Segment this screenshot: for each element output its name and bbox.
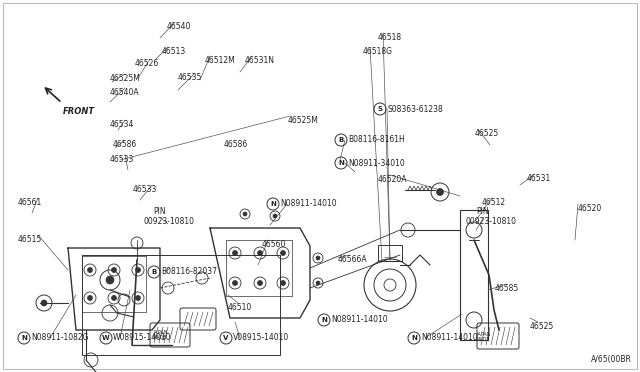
Text: 46518G: 46518G — [363, 47, 393, 56]
Text: JAPAN
MADE: JAPAN MADE — [153, 330, 167, 340]
Circle shape — [136, 267, 141, 273]
Text: N: N — [21, 335, 27, 341]
Text: JAPAN
MADE: JAPAN MADE — [476, 331, 490, 342]
Text: 46520A: 46520A — [378, 175, 408, 184]
Text: 46525: 46525 — [530, 322, 554, 331]
Text: N: N — [411, 335, 417, 341]
Text: 46531: 46531 — [527, 174, 551, 183]
Circle shape — [136, 295, 141, 301]
Circle shape — [316, 256, 320, 260]
Text: 46534: 46534 — [110, 120, 134, 129]
Circle shape — [88, 295, 93, 301]
Text: W08915-14010: W08915-14010 — [113, 334, 172, 343]
Circle shape — [280, 250, 285, 256]
Text: N08911-14010: N08911-14010 — [421, 334, 477, 343]
Text: A/65(00BR: A/65(00BR — [591, 355, 632, 364]
Text: S08363-61238: S08363-61238 — [387, 105, 443, 113]
Text: 46525M: 46525M — [110, 74, 141, 83]
Text: N: N — [338, 160, 344, 166]
Circle shape — [257, 250, 262, 256]
Circle shape — [436, 189, 444, 196]
Text: PIN: PIN — [476, 207, 488, 216]
Text: B08116-82037: B08116-82037 — [161, 267, 217, 276]
Text: 46566A: 46566A — [338, 255, 367, 264]
Text: 46513: 46513 — [162, 47, 186, 56]
Text: 46525: 46525 — [475, 129, 499, 138]
Circle shape — [88, 267, 93, 273]
Circle shape — [41, 300, 47, 306]
Text: B08116-8161H: B08116-8161H — [348, 135, 404, 144]
Text: N08911-14010: N08911-14010 — [331, 315, 388, 324]
Text: B: B — [152, 269, 157, 275]
Text: 46518: 46518 — [378, 33, 402, 42]
Text: 46535: 46535 — [178, 73, 202, 82]
Circle shape — [273, 214, 277, 218]
Text: 46512: 46512 — [482, 198, 506, 207]
Circle shape — [106, 276, 114, 284]
Circle shape — [111, 295, 116, 301]
Text: S: S — [378, 106, 383, 112]
Text: N08911-34010: N08911-34010 — [348, 158, 404, 167]
Circle shape — [316, 281, 320, 285]
Text: 00923-10810: 00923-10810 — [466, 217, 517, 226]
Text: 46533: 46533 — [133, 185, 157, 194]
Text: V: V — [223, 335, 228, 341]
Text: 46540A: 46540A — [110, 88, 140, 97]
Text: 46540: 46540 — [167, 22, 191, 31]
Text: V08915-14010: V08915-14010 — [233, 334, 289, 343]
Bar — [82, 255, 280, 355]
Text: 46533: 46533 — [110, 155, 134, 164]
Text: 46560: 46560 — [262, 240, 286, 249]
Text: 00923-10810: 00923-10810 — [143, 217, 194, 226]
Text: 46586: 46586 — [224, 140, 248, 149]
Text: N: N — [270, 201, 276, 207]
Text: N: N — [321, 317, 327, 323]
Text: 46515: 46515 — [18, 235, 42, 244]
Circle shape — [111, 267, 116, 273]
Text: FRONT: FRONT — [63, 107, 95, 116]
Text: 46525M: 46525M — [288, 116, 319, 125]
Circle shape — [280, 280, 285, 285]
Text: 46531N: 46531N — [245, 56, 275, 65]
Text: 46526: 46526 — [135, 59, 159, 68]
Text: B: B — [339, 137, 344, 143]
Text: 46561: 46561 — [18, 198, 42, 207]
Text: PIN: PIN — [153, 207, 166, 216]
Circle shape — [232, 280, 237, 285]
Bar — [378, 245, 402, 261]
Circle shape — [232, 250, 237, 256]
Text: 46520: 46520 — [578, 204, 602, 213]
Text: W: W — [102, 335, 110, 341]
Text: N08911-1082G: N08911-1082G — [31, 334, 88, 343]
Text: N08911-14010: N08911-14010 — [280, 199, 337, 208]
Text: 46512M: 46512M — [205, 56, 236, 65]
Circle shape — [257, 280, 262, 285]
Circle shape — [243, 212, 247, 216]
Text: 46585: 46585 — [495, 284, 519, 293]
Text: 46510: 46510 — [228, 303, 252, 312]
Text: 46586: 46586 — [113, 140, 137, 149]
